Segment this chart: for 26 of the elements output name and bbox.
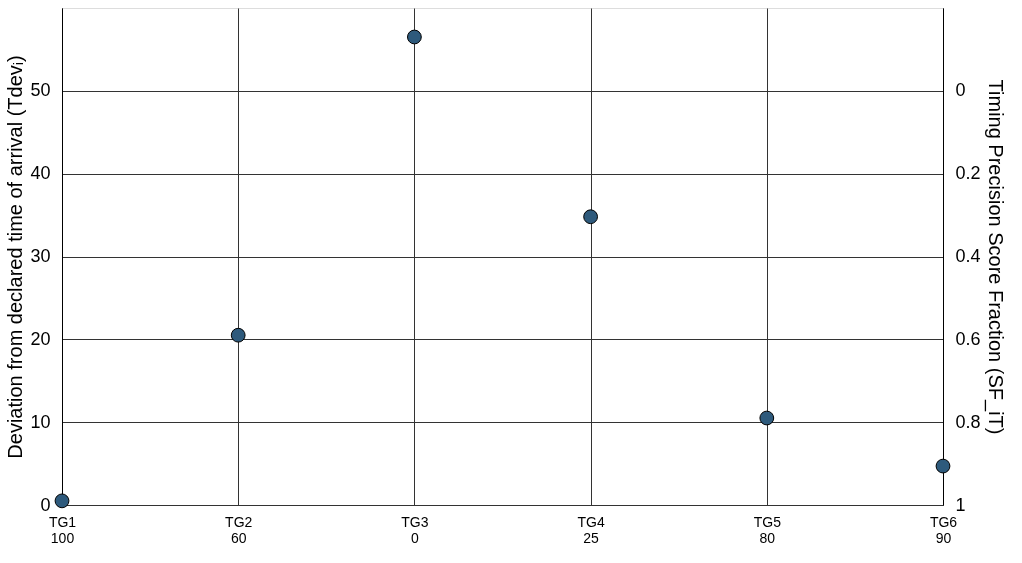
y2-tick-label: 0.4 <box>955 246 981 266</box>
x-tick-label: TG6 90 <box>929 513 958 546</box>
y2-tick-label: 0.2 <box>955 163 981 184</box>
point <box>759 410 775 426</box>
point <box>230 327 246 343</box>
x-tick-label: TG4 25 <box>577 513 605 546</box>
y2-axis-title: Timing Precision Score Fraction (SF_iT) <box>983 79 1007 435</box>
x-tick-label: TG3 0 <box>401 513 429 546</box>
point <box>54 493 70 509</box>
y-tick-label: 10 <box>30 411 51 432</box>
y-tick-label: 30 <box>30 246 51 266</box>
y2-tick-label: 0 <box>955 80 966 101</box>
y-axis-title: Deviation from declared time of arrival (Tdevᵢ) <box>4 55 27 459</box>
point <box>935 458 951 474</box>
point <box>407 29 422 45</box>
y-tick-label: 20 <box>30 328 51 349</box>
y2-tick-label: 0.8 <box>955 411 981 432</box>
x-tick-label: TG5 80 <box>753 513 782 546</box>
y2-tick-label: 0.6 <box>955 328 981 349</box>
y-tick-label: 0 <box>40 494 51 515</box>
point <box>583 209 598 225</box>
x-tick-label: TG2 60 <box>225 513 253 546</box>
y2-tick-label: 1 <box>955 494 966 515</box>
x-tick-label: TG1 100 <box>48 513 77 546</box>
y-tick-label: 40 <box>30 163 51 184</box>
y-tick-label: 50 <box>30 80 51 101</box>
